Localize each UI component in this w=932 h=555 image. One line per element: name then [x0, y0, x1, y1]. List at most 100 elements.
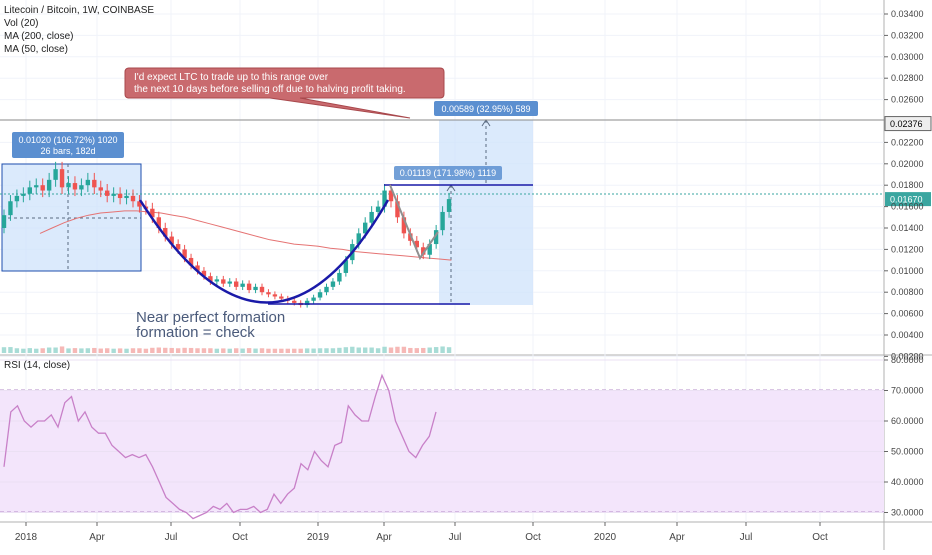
breakout-measure-text: 0.01119 (171.98%) 1119: [400, 168, 496, 178]
range-measure-text-2: 26 bars, 182d: [40, 146, 95, 156]
handle-line[interactable]: [389, 184, 439, 261]
candle-body: [46, 179, 52, 191]
rsi-tick-label: 70.0000: [891, 386, 924, 396]
candle-body: [150, 208, 155, 218]
candle-body: [117, 193, 123, 199]
volume-bar: [137, 348, 142, 353]
candle-body: [240, 283, 245, 287]
volume-bar: [298, 348, 303, 353]
volume-bar: [234, 348, 239, 353]
time-tick-label: Apr: [89, 532, 105, 543]
candle-body: [92, 179, 97, 188]
price-axis[interactable]: 0.03400 0.03200 0.03000 0.02800 0.02600 0.023…: [884, 9, 932, 361]
volume-bar: [53, 347, 58, 353]
target-measure-box[interactable]: [439, 120, 533, 305]
rsi-tick-label: 60.0000: [891, 416, 924, 426]
volume-bar: [421, 347, 426, 353]
volume-bar: [8, 347, 13, 353]
rsi-legend[interactable]: RSI (14, close): [4, 360, 71, 371]
candle-body: [124, 195, 129, 199]
volume-bar: [382, 346, 387, 353]
time-axis[interactable]: 2018 Apr Jul Oct 2019 Apr Jul Oct 2020 Apr Jul Oct: [15, 522, 828, 543]
price-tick-label: 0.00400: [891, 330, 924, 340]
time-tick-label: Jul: [449, 532, 462, 543]
candle-body: [79, 185, 84, 190]
volume-bar: [279, 348, 284, 353]
candle-body: [221, 279, 226, 284]
candle-body: [98, 187, 103, 191]
volume-bar: [105, 348, 110, 353]
callout-line-1: I'd expect LTC to trade up to this range…: [134, 72, 329, 83]
candle-body: [27, 187, 32, 194]
volume-bar: [304, 348, 310, 353]
candle-body: [292, 300, 297, 303]
cup-curve[interactable]: [138, 199, 390, 304]
volume-bar: [79, 348, 84, 353]
time-tick-label: Apr: [669, 532, 685, 543]
price-tick-label: 0.00200: [891, 351, 924, 361]
moving-average-line: [39, 210, 452, 261]
volume-bar: [27, 348, 32, 353]
breakout-measure-label: [394, 166, 502, 180]
price-tag-teal: [885, 192, 931, 207]
volume-bar: [375, 348, 381, 353]
candle-body: [72, 183, 78, 190]
candle-body: [253, 286, 258, 291]
volume-bar: [130, 348, 136, 353]
price-tick-label: 0.02600: [891, 95, 924, 105]
candle-body: [53, 169, 58, 180]
volume-bar: [143, 348, 149, 353]
candle-body: [382, 190, 387, 207]
volume-bar: [66, 348, 71, 353]
volume-bar: [169, 347, 174, 353]
time-tick-label: 2018: [15, 532, 38, 543]
volume-bar: [208, 348, 213, 353]
volume-bar: [317, 348, 323, 353]
volume-bar: [363, 347, 368, 353]
rsi-tick-label: 50.0000: [891, 447, 924, 457]
volume-bar: [324, 348, 329, 353]
volume-bar: [111, 348, 116, 353]
price-tick-label: 0.01600: [891, 202, 924, 212]
price-axis-pane: [884, 0, 932, 550]
candle-body: [369, 211, 374, 223]
price-tick-label: 0.02000: [891, 159, 924, 169]
volume-bar: [446, 347, 452, 353]
candle-body: [21, 193, 26, 196]
callout-bubble[interactable]: [124, 67, 445, 119]
volume-bar: [214, 348, 220, 353]
price-tag-gray: [884, 116, 932, 132]
price-tick-label: 0.02200: [891, 137, 924, 147]
candlesticks: [1, 161, 452, 308]
candle-body: [337, 272, 342, 282]
volume-bar: [182, 347, 187, 353]
indicator-vol[interactable]: Vol (20): [4, 18, 39, 29]
volume-bar: [188, 347, 194, 353]
volume-bar: [85, 348, 91, 353]
symbol-title[interactable]: Litecoin / Bitcoin, 1W, COINBASE: [4, 5, 155, 16]
candle-body: [317, 292, 323, 298]
candle-body: [414, 240, 419, 248]
candle-body: [266, 292, 271, 295]
candle-body: [446, 199, 452, 212]
volume-bar: [343, 347, 349, 353]
volume-bar: [59, 346, 65, 353]
price-tick-label: 0.00800: [891, 287, 924, 297]
rsi-axis[interactable]: 80.0000 70.0000 60.0000 50.0000 40.0000 30.00…: [884, 355, 924, 518]
volume-bar: [227, 348, 232, 353]
volume-bar: [433, 347, 439, 353]
volume-bar: [272, 348, 278, 353]
indicator-ma200[interactable]: MA (200, close): [4, 31, 74, 42]
volume-bar: [46, 347, 52, 353]
candle-body: [163, 228, 168, 237]
volume-bar: [221, 348, 226, 353]
volume-bar: [34, 348, 39, 353]
ma-path: [39, 210, 452, 261]
volume-bar: [350, 346, 355, 353]
note-line-1: Near perfect formation: [136, 309, 286, 326]
indicator-ma50[interactable]: MA (50, close): [4, 44, 68, 55]
time-tick-label: Oct: [812, 532, 828, 543]
volume-bar: [427, 347, 432, 353]
time-tick-label: 2019: [307, 532, 330, 543]
